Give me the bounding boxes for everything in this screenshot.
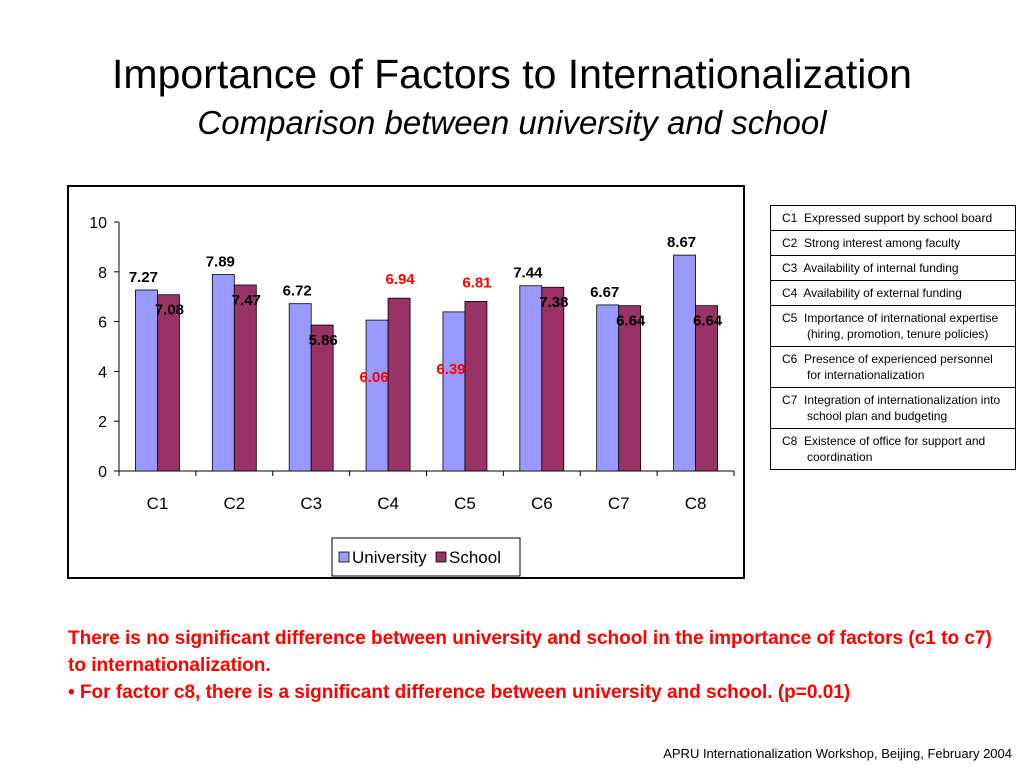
- bar-school-c5: [464, 301, 488, 472]
- x-tick-label: C6: [531, 494, 553, 513]
- factor-row: C3 Availability of internal funding: [770, 255, 1016, 281]
- factor-legend-table: C1 Expressed support by school board C2 S…: [770, 205, 1016, 470]
- factor-description: Availability of external funding: [797, 286, 962, 300]
- note-line-2: • For factor c8, there is a significant …: [68, 682, 851, 703]
- factor-row: C6 Presence of experienced personnel for…: [770, 346, 1016, 388]
- factor-description: Expressed support by school board: [797, 211, 993, 225]
- data-label-school: 6.94: [385, 271, 415, 288]
- data-label-university: 6.67: [590, 284, 619, 301]
- x-tick-label: C1: [147, 494, 169, 513]
- footer-text: APRU Internationalization Workshop, Beij…: [663, 746, 1012, 761]
- bar-university-c4: [365, 319, 389, 472]
- factor-code: C1: [782, 211, 798, 225]
- factor-row: C8 Existence of office for support and c…: [770, 428, 1016, 470]
- data-label-school: 6.64: [693, 313, 723, 330]
- y-tick-label: 8: [98, 265, 107, 282]
- factor-description: Existence of office for support and coor…: [797, 434, 989, 464]
- data-label-school: 7.47: [232, 292, 261, 309]
- data-label-school: 5.86: [309, 332, 338, 349]
- factor-description: Availability of internal funding: [797, 261, 959, 275]
- chart-legend: [331, 537, 521, 577]
- data-label-university: 6.06: [359, 369, 388, 386]
- factor-description: Integration of internationalization into…: [797, 393, 1004, 423]
- bar-school-c6: [541, 286, 565, 472]
- x-tick-label: C3: [300, 494, 322, 513]
- chart-frame: 0 2 4 6 8 10 7.27 7.08 C1 7.89 7.47 C2 6.72 5.86 C3 6.0…: [67, 185, 745, 579]
- factor-row: C2 Strong interest among faculty: [770, 230, 1016, 256]
- data-label-university: 6.72: [283, 283, 312, 300]
- y-tick-label: 2: [98, 414, 107, 431]
- bar-university-c5: [442, 311, 466, 472]
- x-tick-label: C2: [223, 494, 245, 513]
- notes: There is no significant difference betwe…: [68, 625, 998, 706]
- bar-university-c3: [288, 303, 312, 472]
- factor-code: C6: [782, 352, 798, 366]
- slide-title: Importance of Factors to Internationaliz…: [112, 51, 912, 97]
- bar-school-c2: [233, 284, 257, 472]
- factor-row: C5 Importance of international expertise…: [770, 305, 1016, 347]
- factor-code: C3: [782, 261, 798, 275]
- data-label-university: 7.89: [206, 254, 235, 271]
- y-tick-label: 0: [98, 464, 107, 481]
- factor-code: C4: [782, 286, 798, 300]
- factor-description: Strong interest among faculty: [797, 236, 961, 250]
- x-tick-label: C8: [685, 494, 707, 513]
- bar-chart: 0 2 4 6 8 10 7.27 7.08 C1 7.89 7.47 C2 6.72 5.86 C3 6.0…: [89, 215, 735, 577]
- legend-label-university: University: [352, 548, 427, 567]
- data-label-university: 6.39: [436, 361, 465, 378]
- data-label-university: 7.27: [129, 269, 158, 286]
- factor-code: C8: [782, 434, 798, 448]
- data-label-school: 6.81: [462, 274, 491, 291]
- data-label-school: 7.08: [155, 302, 184, 319]
- x-tick-label: C7: [608, 494, 630, 513]
- data-label-university: 8.67: [667, 234, 696, 251]
- bar-school-c1: [157, 294, 180, 472]
- factor-code: C5: [782, 311, 798, 325]
- bar-school-c7: [618, 305, 642, 472]
- data-label-school: 7.38: [539, 294, 568, 311]
- x-tick-label: C5: [454, 494, 476, 513]
- factor-description: Presence of experienced personnel for in…: [797, 352, 997, 382]
- data-label-school: 6.64: [616, 313, 646, 330]
- factor-description: Importance of international expertise (h…: [797, 311, 1002, 341]
- factor-row: C4 Availability of external funding: [770, 280, 1016, 306]
- bar-school-c4: [387, 297, 411, 472]
- factor-code: C2: [782, 236, 798, 250]
- y-tick-label: 6: [98, 315, 107, 332]
- bar-university-c7: [596, 304, 620, 472]
- legend-label-school: School: [449, 548, 501, 567]
- data-label-university: 7.44: [513, 265, 543, 282]
- bar-university-c8: [673, 254, 696, 472]
- x-tick-label: C4: [377, 494, 399, 513]
- y-tick-label: 10: [89, 215, 107, 232]
- factor-code: C7: [782, 393, 798, 407]
- bar-school-c3: [310, 324, 334, 472]
- bar-university-c6: [519, 285, 543, 472]
- legend-swatch-university: [338, 551, 350, 563]
- y-tick-label: 4: [98, 364, 107, 381]
- note-line-1: There is no significant difference betwe…: [68, 628, 992, 676]
- bar-school-c8: [695, 305, 718, 472]
- factor-row: C7 Integration of internationalization i…: [770, 387, 1016, 429]
- slide-subtitle: Comparison between university and school: [197, 104, 827, 141]
- legend-swatch-school: [435, 551, 447, 563]
- factor-row: C1 Expressed support by school board: [770, 205, 1016, 231]
